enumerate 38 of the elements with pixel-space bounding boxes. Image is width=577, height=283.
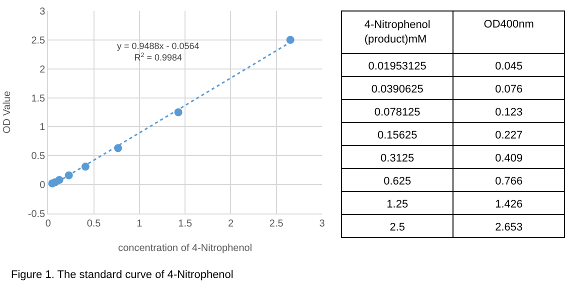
y-tick-label: 2.5 [31,35,46,46]
x-tick-label: 1.5 [178,218,192,230]
x-tick-label: 1 [136,218,143,230]
text: 0.123 [495,106,523,119]
y-tick-label: 1 [40,122,46,134]
text: 1.25 [386,198,408,211]
y-axis-title: OD Value [2,90,13,134]
text: 0.227 [495,130,523,142]
x-tick-label: 0.5 [86,218,102,230]
text: 0.409 [495,152,523,165]
text: 0.045 [495,60,523,73]
x-tick-label: 2.5 [269,218,284,230]
text: 1.426 [495,198,523,211]
text: 0.625 [384,176,412,188]
x-tick-label: 2 [228,218,234,230]
text: 2.653 [495,222,523,234]
text: 0.15625 [377,130,418,142]
annotation: R$^{2}$ = 0.9984 [134,52,182,63]
text: 0.766 [495,176,523,188]
text: OD400nm [484,18,534,30]
text: 0.3125 [380,152,414,165]
y-tick-label: 0.5 [31,151,46,162]
y-tick-label: 3 [40,6,46,18]
x-axis-title: concentration of 4-Nitrophenol [118,243,252,254]
text: 0.0390625 [371,84,424,96]
y-tick-label: -0.5 [28,209,46,220]
y-tick-label: 2 [40,64,46,76]
y-tick-label: 0 [40,180,46,192]
text: 0.076 [495,84,523,96]
text: 0.078125 [374,106,420,119]
text: 4-Nitrophenol (product)mM [364,19,430,46]
y-tick-label: 1.5 [31,93,46,104]
x-tick-label: 3 [319,218,326,230]
annotation: y = 0.9488x - 0.0564 [117,41,200,51]
point [81,162,90,171]
point [286,36,294,44]
text: Figure 1. The standard curve of 4-Nitrophenol [11,269,234,281]
text: 0.01953125 [368,60,426,73]
